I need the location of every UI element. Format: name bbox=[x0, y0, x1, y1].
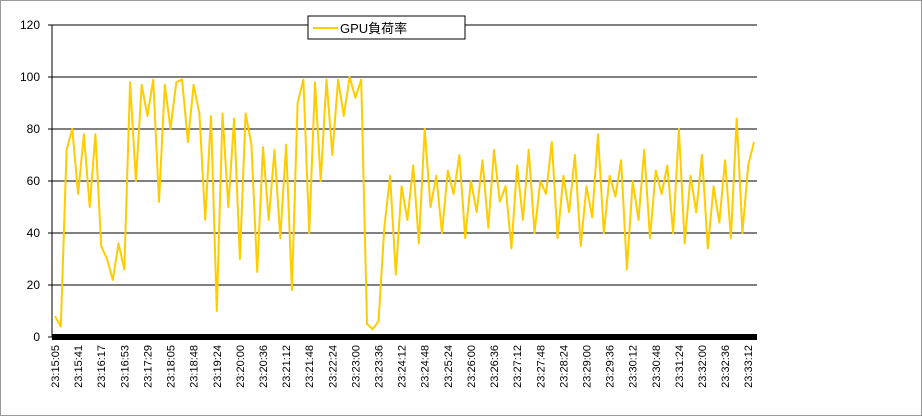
x-tick-label: 23:32:36 bbox=[720, 345, 732, 388]
y-tick-label: 80 bbox=[27, 122, 41, 136]
x-tick-label: 23:24:12 bbox=[397, 345, 409, 388]
x-tick-label: 23:28:24 bbox=[558, 345, 570, 388]
x-tick-label: 23:15:41 bbox=[73, 345, 85, 388]
x-tick-label: 23:20:36 bbox=[258, 345, 270, 388]
x-tick-label: 23:26:36 bbox=[489, 345, 501, 388]
x-tick-label: 23:20:00 bbox=[235, 345, 247, 388]
y-tick-label: 60 bbox=[27, 174, 41, 188]
y-tick-label: 40 bbox=[27, 226, 41, 240]
x-tick-label: 23:29:36 bbox=[605, 345, 617, 388]
x-tick-label: 23:25:24 bbox=[443, 345, 455, 388]
x-tick-label: 23:19:24 bbox=[212, 345, 224, 388]
x-tick-label: 23:26:00 bbox=[466, 345, 478, 388]
y-tick-label: 20 bbox=[27, 278, 41, 292]
y-tick-label: 100 bbox=[20, 70, 40, 84]
x-tick-label: 23:30:48 bbox=[651, 345, 663, 388]
x-tick-label: 23:21:48 bbox=[304, 345, 316, 388]
x-tick-label: 23:18:05 bbox=[166, 345, 178, 388]
x-tick-label: 23:27:12 bbox=[512, 345, 524, 388]
x-tick-label: 23:23:00 bbox=[350, 345, 362, 388]
x-tick-label: 23:32:00 bbox=[697, 345, 709, 388]
y-tick-label: 0 bbox=[33, 330, 40, 344]
x-tick-label: 23:15:05 bbox=[50, 345, 62, 388]
x-tick-label: 23:29:00 bbox=[581, 345, 593, 388]
x-tick-label: 23:23:36 bbox=[374, 345, 386, 388]
x-tick-label: 23:18:48 bbox=[189, 345, 201, 388]
x-tick-label: 23:33:12 bbox=[743, 345, 755, 388]
x-tick-label: 23:21:12 bbox=[281, 345, 293, 388]
y-tick-label: 120 bbox=[20, 18, 40, 32]
x-tick-label: 23:16:17 bbox=[96, 345, 108, 388]
legend-box bbox=[307, 15, 466, 40]
x-tick-label: 23:16:53 bbox=[119, 345, 131, 388]
x-axis bbox=[52, 334, 757, 340]
x-tick-label: 23:17:29 bbox=[142, 345, 154, 388]
x-tick-label: 23:31:24 bbox=[674, 345, 686, 388]
x-tick-label: 23:22:24 bbox=[327, 345, 339, 388]
x-tick-label: 23:30:12 bbox=[628, 345, 640, 388]
x-tick-label: 23:27:48 bbox=[535, 345, 547, 388]
legend-label: GPU負荷率 bbox=[340, 21, 407, 36]
data-line bbox=[54, 76, 755, 331]
x-tick-label: 23:24:48 bbox=[420, 345, 432, 388]
